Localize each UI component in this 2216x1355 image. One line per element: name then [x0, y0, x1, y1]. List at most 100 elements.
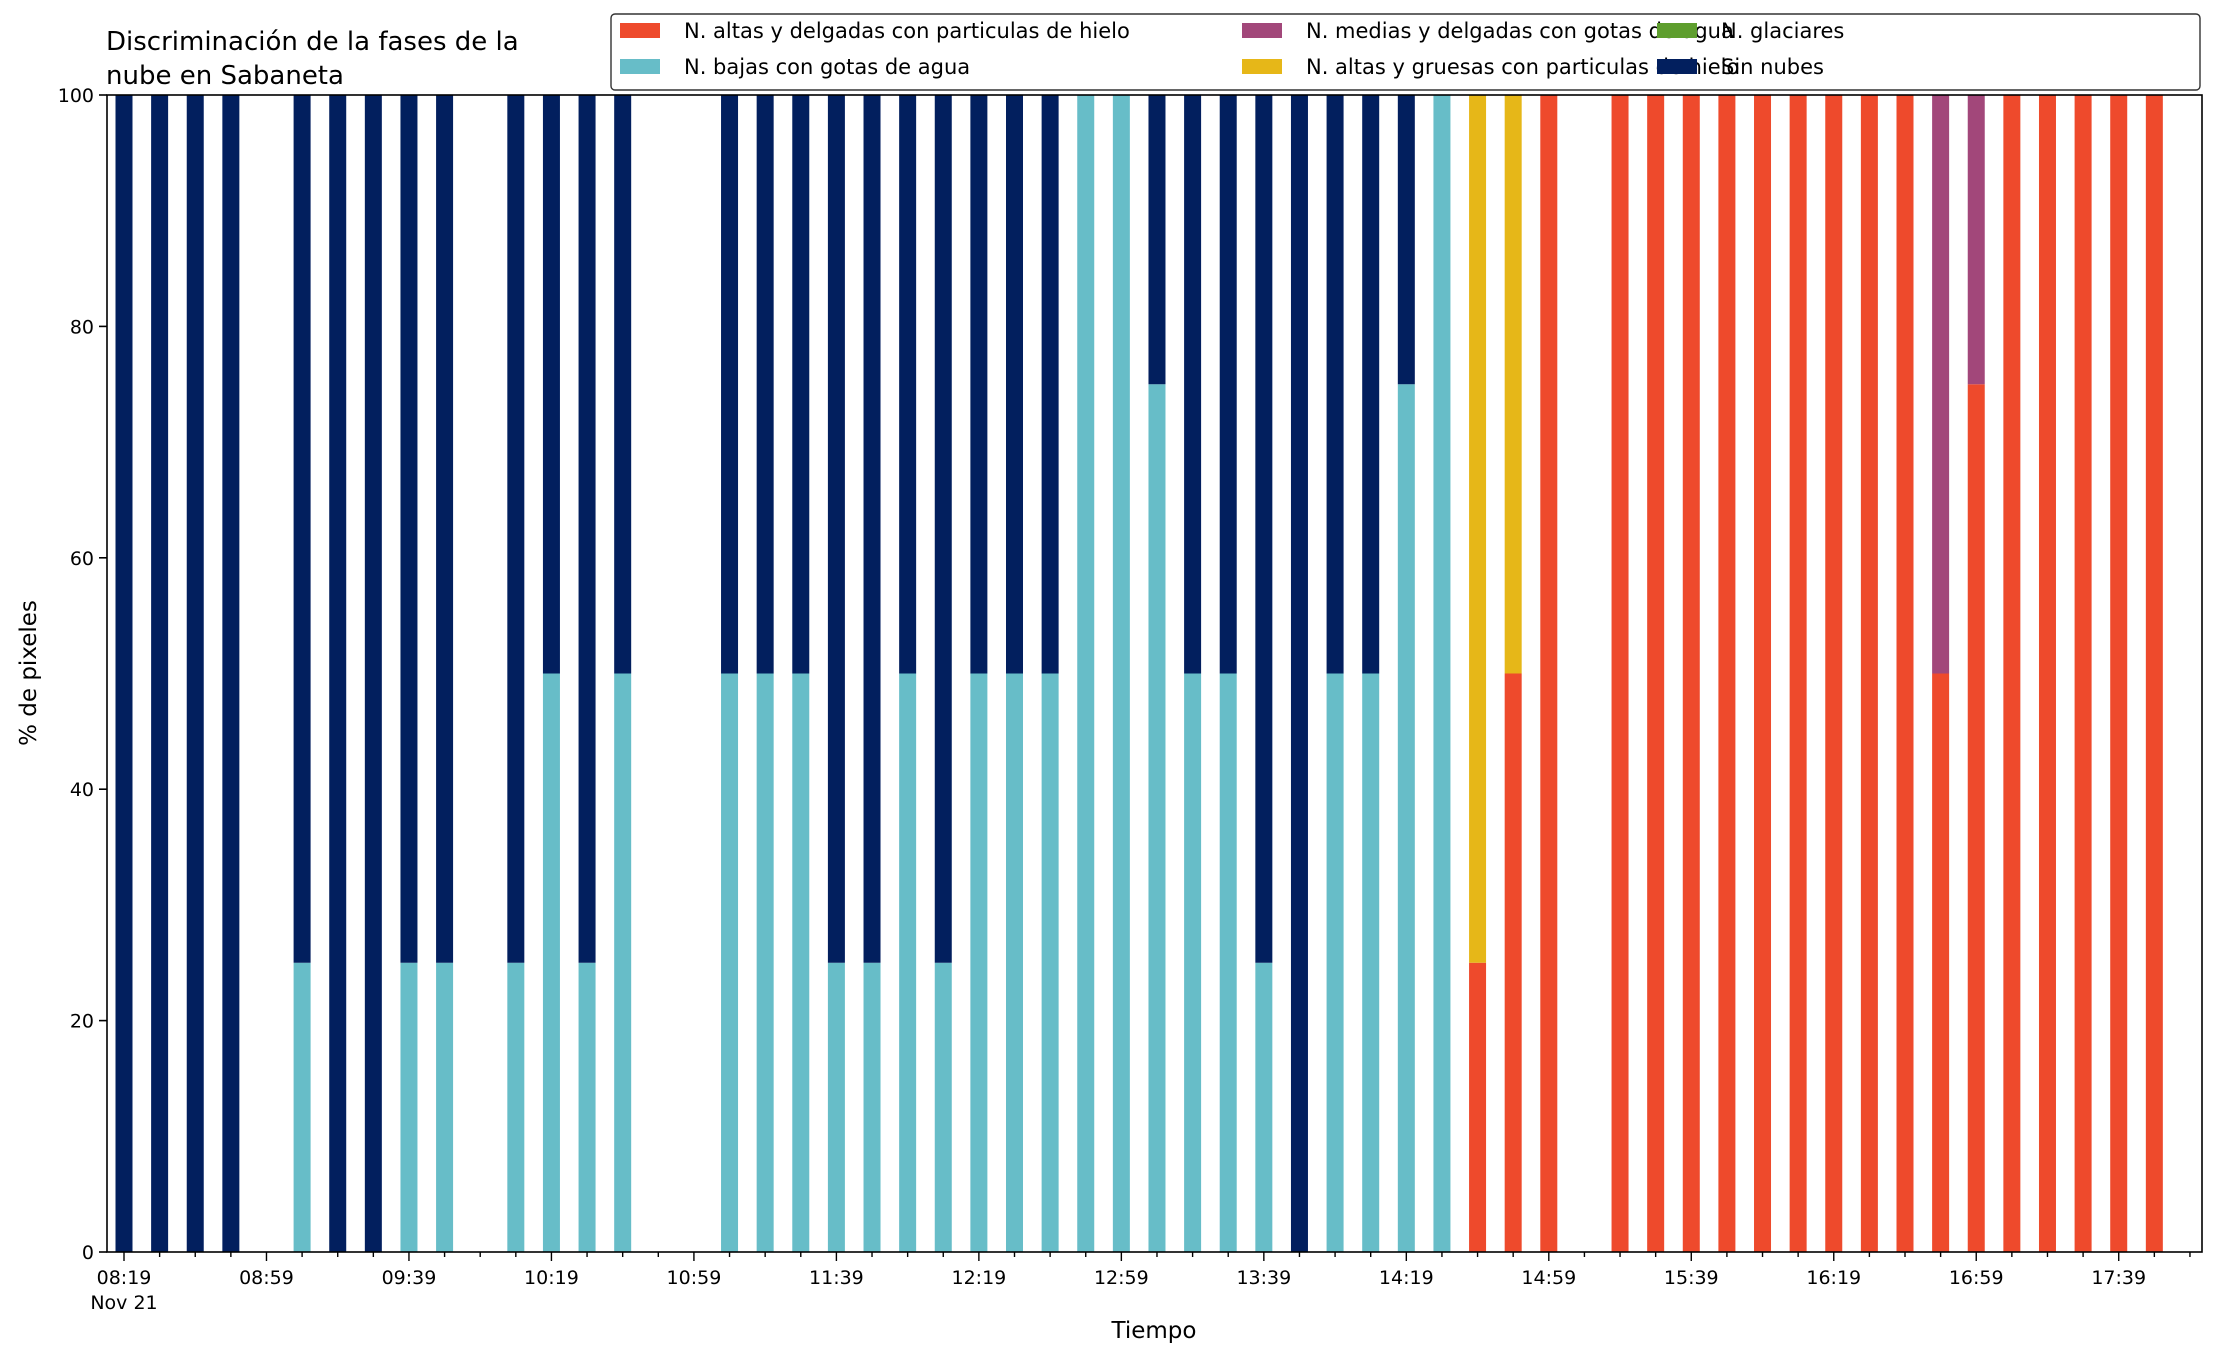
bar-segment	[222, 95, 240, 1252]
bar-segment	[1077, 95, 1095, 1252]
bars-layer	[115, 95, 2163, 1252]
bar-segment	[899, 95, 917, 674]
bar-segment	[1326, 673, 1344, 1252]
bar-segment	[1112, 95, 1130, 1252]
x-tick-label: 13:39	[1236, 1267, 1291, 1289]
bar-segment	[1967, 95, 1985, 385]
bar-segment	[970, 95, 988, 674]
x-tick-label: 14:19	[1379, 1267, 1434, 1289]
legend-swatch	[1242, 59, 1282, 74]
bar-segment	[2074, 95, 2092, 1252]
bar-segment	[827, 95, 845, 963]
x-axis: 08:19 Nov 21 08:59 09:39 10:19 10:59 11:39 12:1…	[90, 1252, 2191, 1314]
bar-segment	[1504, 95, 1522, 674]
bar-segment	[1397, 95, 1415, 385]
y-tick-label: 80	[70, 316, 94, 338]
bar-segment	[756, 673, 774, 1252]
x-tick-label: 16:19	[1806, 1267, 1861, 1289]
bar-segment	[2038, 95, 2056, 1252]
bar-segment	[578, 962, 596, 1252]
bar-segment	[792, 95, 810, 674]
bar-segment	[721, 95, 739, 674]
x-tick-label: 15:39	[1664, 1267, 1719, 1289]
bar-segment	[364, 95, 382, 1252]
bar-segment	[827, 962, 845, 1252]
bar-segment	[1362, 673, 1380, 1252]
bar-segment	[2003, 95, 2021, 1252]
bar-segment	[614, 95, 632, 674]
bar-segment	[1148, 384, 1166, 1252]
legend-swatch	[620, 23, 660, 38]
bar-segment	[1148, 95, 1166, 385]
bar-segment	[1006, 673, 1023, 1252]
bar-segment	[542, 673, 560, 1252]
legend-box	[610, 13, 2201, 91]
y-tick-label: 60	[70, 548, 94, 570]
bar-segment	[1362, 95, 1380, 674]
bar-segment	[792, 673, 810, 1252]
bar-segment	[186, 95, 204, 1252]
bar-segment	[1860, 95, 1878, 1252]
bar-segment	[863, 95, 881, 963]
y-tick-label: 0	[82, 1242, 94, 1264]
legend-swatch	[1657, 59, 1697, 74]
bar-segment	[542, 95, 560, 674]
bar-segment	[1219, 95, 1237, 674]
bar-segment	[1896, 95, 1914, 1252]
bar-segment	[507, 95, 525, 963]
bar-segment	[1967, 384, 1985, 1252]
y-axis: 0 20 40 60 80 100	[58, 85, 107, 1264]
bar-segment	[1682, 95, 1700, 1252]
legend-swatch	[1657, 23, 1697, 38]
chart-title-line-2: nube en Sabaneta	[106, 61, 344, 91]
bar-segment	[1184, 95, 1202, 674]
legend-label: Sin nubes	[1721, 55, 1824, 79]
bar-segment	[1718, 95, 1736, 1252]
y-tick-label: 20	[70, 1011, 94, 1033]
bar-segment	[400, 95, 418, 963]
x-tick-label: 11:39	[809, 1267, 864, 1289]
x-tick-label: 12:19	[951, 1267, 1006, 1289]
bar-segment	[934, 962, 952, 1252]
y-tick-label: 40	[70, 779, 94, 801]
bar-segment	[507, 962, 525, 1252]
bar-segment	[578, 95, 596, 963]
bar-segment	[1611, 95, 1629, 1252]
bar-segment	[329, 95, 347, 1252]
legend-label: N. bajas con gotas de agua	[684, 55, 970, 79]
x-tick-label: 10:19	[524, 1267, 579, 1289]
x-axis-label: Tiempo	[1111, 1318, 1197, 1344]
bar-segment	[1433, 95, 1451, 1252]
bar-segment	[1041, 95, 1059, 674]
bar-segment	[1469, 962, 1487, 1252]
bar-segment	[1290, 95, 1308, 1252]
bar-segment	[756, 95, 774, 674]
bar-segment	[151, 95, 169, 1252]
bar-segment	[1469, 95, 1487, 963]
legend-swatch	[1242, 23, 1282, 38]
legend-label: N. altas y delgadas con particulas de hi…	[684, 19, 1130, 43]
bar-segment	[436, 962, 454, 1252]
x-tick-label: 08:59	[239, 1267, 294, 1289]
bar-segment	[1932, 673, 1950, 1252]
bar-segment	[400, 962, 418, 1252]
bar-segment	[1932, 95, 1950, 674]
bar-segment	[2110, 95, 2128, 1252]
bar-segment	[1219, 673, 1237, 1252]
x-tick-label: 12:59	[1094, 1267, 1149, 1289]
bar-segment	[721, 673, 739, 1252]
plot-frame	[106, 94, 2203, 1253]
legend-swatch	[620, 59, 660, 74]
bar-segment	[1397, 384, 1415, 1252]
bar-segment	[1754, 95, 1772, 1252]
bar-segment	[1184, 673, 1202, 1252]
bar-segment	[1326, 95, 1344, 674]
bar-segment	[115, 95, 133, 1252]
bar-segment	[1540, 95, 1558, 1252]
bar-segment	[1825, 95, 1843, 1252]
bar-segment	[1647, 95, 1665, 1252]
x-tick-sublabel: Nov 21	[90, 1292, 157, 1314]
bar-segment	[1504, 673, 1522, 1252]
bar-segment	[293, 962, 311, 1252]
